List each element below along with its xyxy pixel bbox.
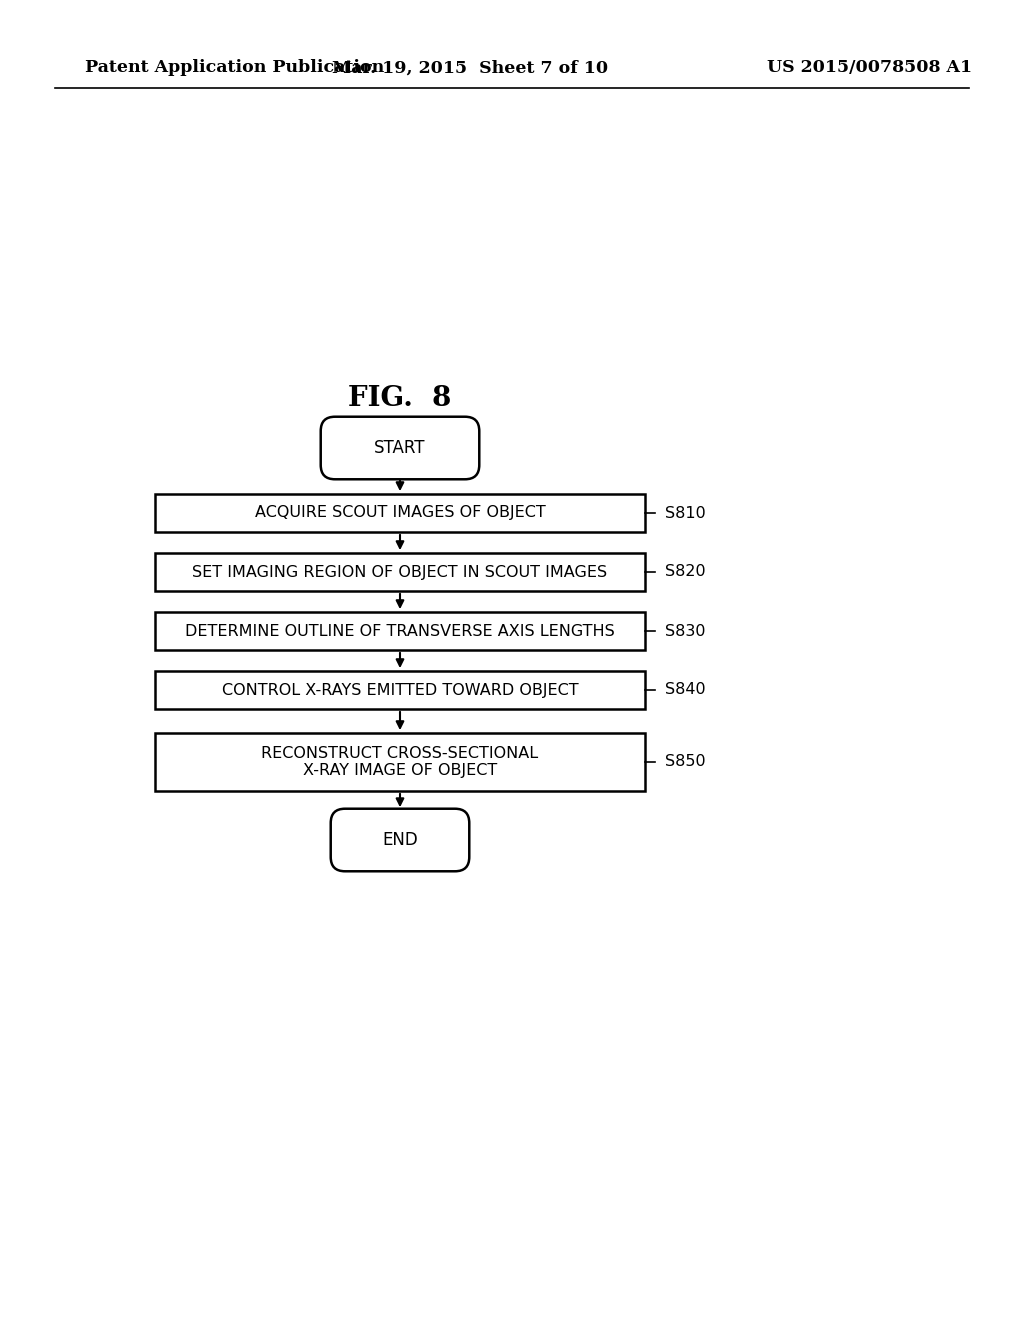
Bar [155,553,645,591]
Bar [155,733,645,791]
Text: SET IMAGING REGION OF OBJECT IN SCOUT IMAGES: SET IMAGING REGION OF OBJECT IN SCOUT IM… [193,565,607,579]
Text: S830: S830 [665,623,706,639]
Text: END: END [382,832,418,849]
FancyBboxPatch shape [331,809,469,871]
Bar [155,494,645,532]
Text: Mar. 19, 2015  Sheet 7 of 10: Mar. 19, 2015 Sheet 7 of 10 [332,59,608,77]
Text: ACQUIRE SCOUT IMAGES OF OBJECT: ACQUIRE SCOUT IMAGES OF OBJECT [255,506,546,520]
Bar [155,671,645,709]
Text: S840: S840 [665,682,706,697]
Text: S810: S810 [665,506,706,520]
Text: S820: S820 [665,565,706,579]
Text: RECONSTRUCT CROSS-SECTIONAL
X-RAY IMAGE OF OBJECT: RECONSTRUCT CROSS-SECTIONAL X-RAY IMAGE … [261,746,539,779]
Text: US 2015/0078508 A1: US 2015/0078508 A1 [767,59,973,77]
Text: S850: S850 [665,755,706,770]
Bar [155,612,645,649]
Text: Patent Application Publication: Patent Application Publication [85,59,384,77]
Text: DETERMINE OUTLINE OF TRANSVERSE AXIS LENGTHS: DETERMINE OUTLINE OF TRANSVERSE AXIS LEN… [185,623,614,639]
FancyBboxPatch shape [321,417,479,479]
Text: START: START [374,440,426,457]
Text: FIG.  8: FIG. 8 [348,384,452,412]
Text: CONTROL X-RAYS EMITTED TOWARD OBJECT: CONTROL X-RAYS EMITTED TOWARD OBJECT [221,682,579,697]
